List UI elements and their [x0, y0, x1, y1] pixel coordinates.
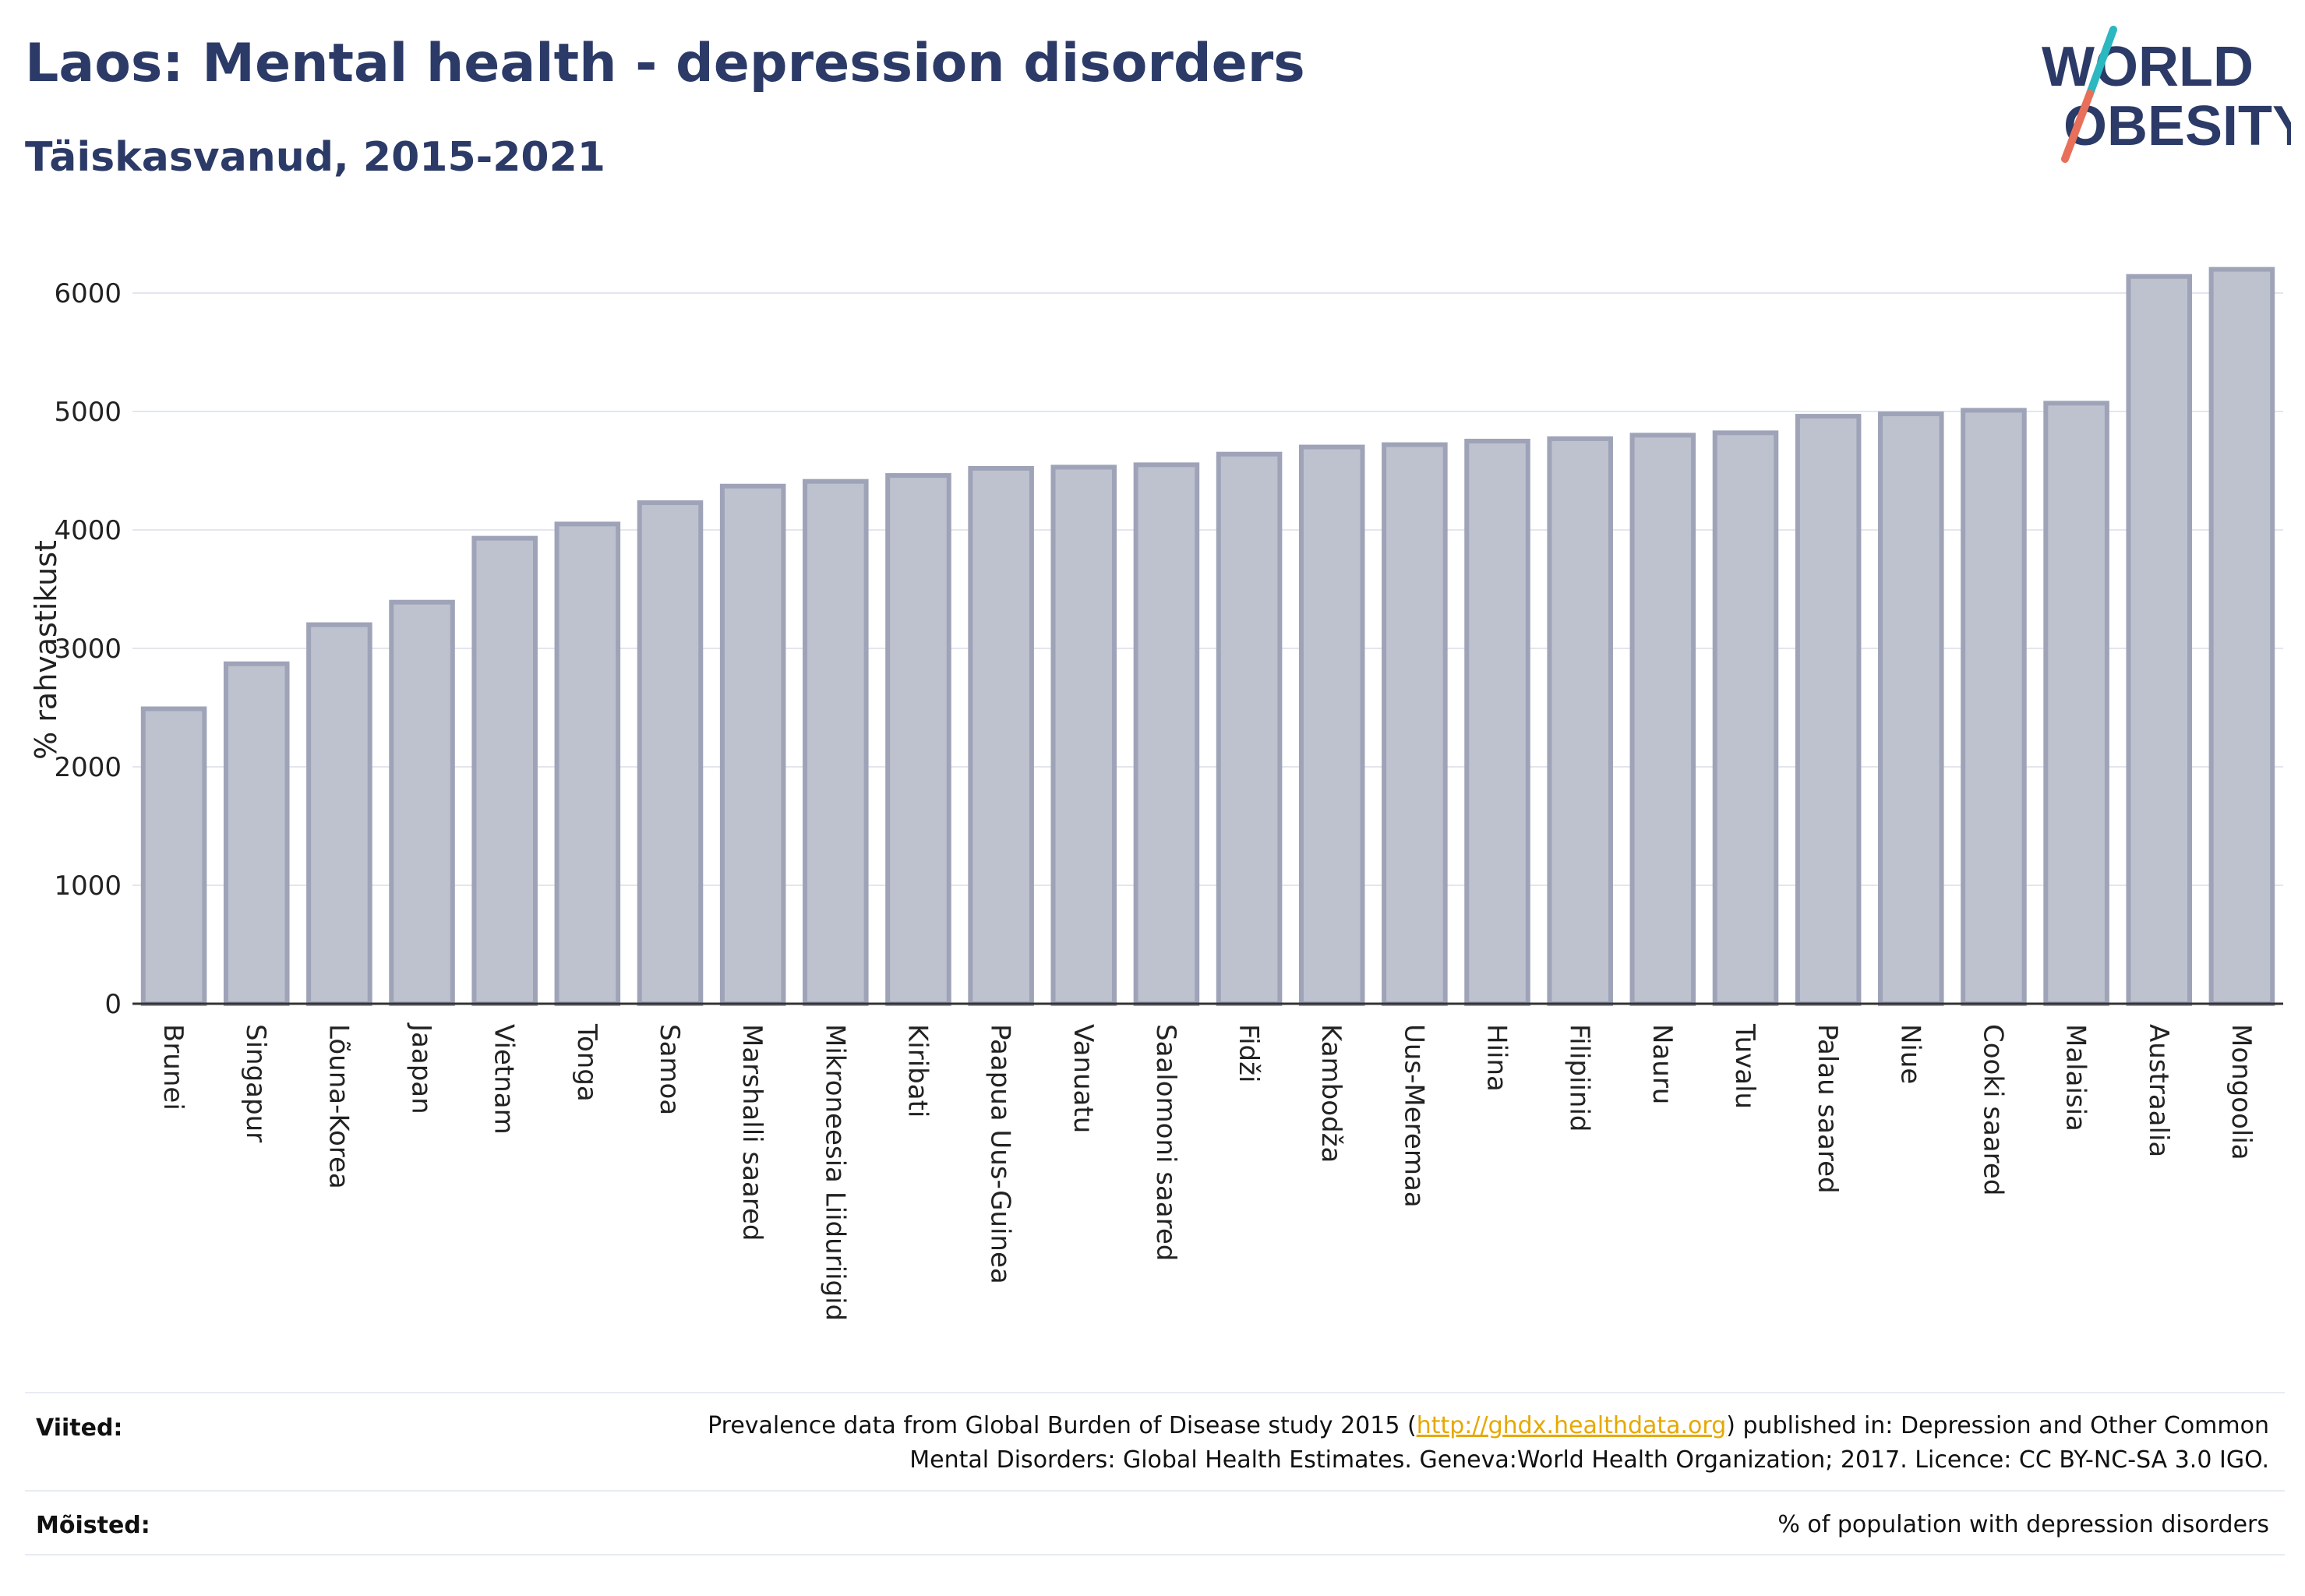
footer-divider-middle — [25, 1490, 2285, 1492]
x-tick-label: Palau saared — [1812, 1024, 1843, 1194]
logo-accent-teal — [2086, 26, 2117, 97]
x-tick-label: Austraalia — [2143, 1024, 2174, 1157]
bar — [140, 706, 207, 1007]
x-tick-label: Vietnam — [489, 1024, 520, 1135]
y-tick-label: 5000 — [54, 397, 122, 428]
references-link[interactable]: http://ghdx.healthdata.org — [1416, 1412, 1727, 1439]
x-tick-label: Saalomoni saared — [1150, 1024, 1181, 1261]
references-label: Viited: — [36, 1414, 123, 1442]
world-obesity-logo: WORLD OBESITY — [2042, 26, 2291, 163]
bar — [1216, 451, 1283, 1006]
x-tick-label: Malaisia — [2060, 1024, 2091, 1132]
bar — [2126, 274, 2193, 1007]
x-tick-label: Uus-Meremaa — [1398, 1024, 1429, 1208]
bar — [2043, 401, 2109, 1006]
x-tick-label: Tonga — [571, 1023, 602, 1102]
bar — [1629, 433, 1696, 1006]
y-tick-label: 6000 — [54, 278, 122, 309]
x-tick-label: Filipiinid — [1564, 1024, 1595, 1132]
chart-subtitle: Täiskasvanud, 2015-2021 — [25, 134, 605, 181]
references-text-end: ) published in: Depression and Other Com… — [909, 1412, 2269, 1474]
bar — [719, 483, 786, 1006]
bar — [1878, 411, 1944, 1006]
x-tick-label: Nauru — [1647, 1024, 1678, 1104]
x-tick-label: Brunei — [157, 1024, 189, 1110]
bar — [803, 478, 869, 1006]
y-tick-label: 2000 — [54, 752, 122, 783]
bar — [554, 521, 621, 1006]
x-tick-label: Tuvalu — [1729, 1023, 1760, 1109]
bar — [389, 599, 455, 1006]
grid-lines — [132, 292, 2283, 1005]
bar — [471, 535, 538, 1006]
bar — [1382, 442, 1448, 1006]
x-tick-label: Mongoolia — [2226, 1024, 2257, 1160]
x-tick-label: Marshalli saared — [736, 1024, 768, 1241]
bar — [637, 500, 704, 1006]
chart-title: Laos: Mental health - depression disorde… — [25, 33, 1305, 94]
y-tick-label: 1000 — [54, 870, 122, 902]
x-axis-ticks: Brunei Singapur Lõuna-Korea Jaapan Vietnam To… — [157, 1022, 2257, 1321]
bar — [885, 473, 951, 1006]
bar — [2208, 267, 2275, 1007]
x-tick-label: Fidži — [1233, 1024, 1264, 1082]
x-tick-label: Singapur — [240, 1024, 271, 1142]
x-tick-label: Samoa — [654, 1024, 685, 1115]
x-tick-label: Jaapan — [406, 1022, 437, 1114]
references-text: Prevalence data from Global Burden of Di… — [633, 1409, 2269, 1478]
references-text-start: Prevalence data from Global Burden of Di… — [708, 1412, 1417, 1439]
y-axis-label: % rahvastikust — [29, 540, 63, 760]
bar — [223, 661, 290, 1006]
logo-accent-coral — [2061, 90, 2094, 163]
logo-line2: OBESITY — [2063, 95, 2291, 157]
bar — [1050, 464, 1117, 1006]
bar — [1712, 430, 1779, 1006]
x-tick-label: Paapua Uus-Guinea — [985, 1024, 1016, 1284]
bar — [1298, 444, 1365, 1006]
footer-divider-top — [25, 1392, 2285, 1393]
bar — [306, 622, 372, 1006]
bar — [1961, 408, 2027, 1006]
bar — [1547, 436, 1613, 1006]
bar — [968, 465, 1034, 1006]
x-tick-label: Mikroneesia Liiduriigid — [819, 1024, 850, 1321]
y-tick-label: 3000 — [54, 634, 122, 665]
bar — [1133, 462, 1200, 1006]
x-tick-label: Hiina — [1481, 1024, 1513, 1092]
bar-chart: 0 1000 2000 3000 4000 5000 6000 Brunei Singapur… — [29, 267, 2283, 1321]
bars — [140, 267, 2275, 1007]
definitions-label: Mõisted: — [36, 1512, 150, 1539]
y-tick-label: 0 — [104, 989, 122, 1020]
x-tick-label: Kiribati — [902, 1024, 933, 1118]
x-tick-label: Lõuna-Korea — [323, 1024, 354, 1189]
y-tick-label: 4000 — [54, 515, 122, 546]
logo-line1: WORLD — [2042, 36, 2254, 98]
y-axis-ticks: 0 1000 2000 3000 4000 5000 6000 — [54, 278, 122, 1020]
definitions-text: % of population with depression disorder… — [1777, 1511, 2269, 1538]
bar — [1795, 414, 1862, 1006]
x-tick-label: Cooki saared — [1977, 1024, 2008, 1195]
bar — [1464, 439, 1530, 1006]
x-tick-label: Niue — [1894, 1024, 1926, 1084]
x-tick-label: Kambodža — [1315, 1024, 1347, 1163]
footer-divider-bottom — [25, 1554, 2285, 1555]
x-tick-label: Vanuatu — [1068, 1024, 1099, 1133]
